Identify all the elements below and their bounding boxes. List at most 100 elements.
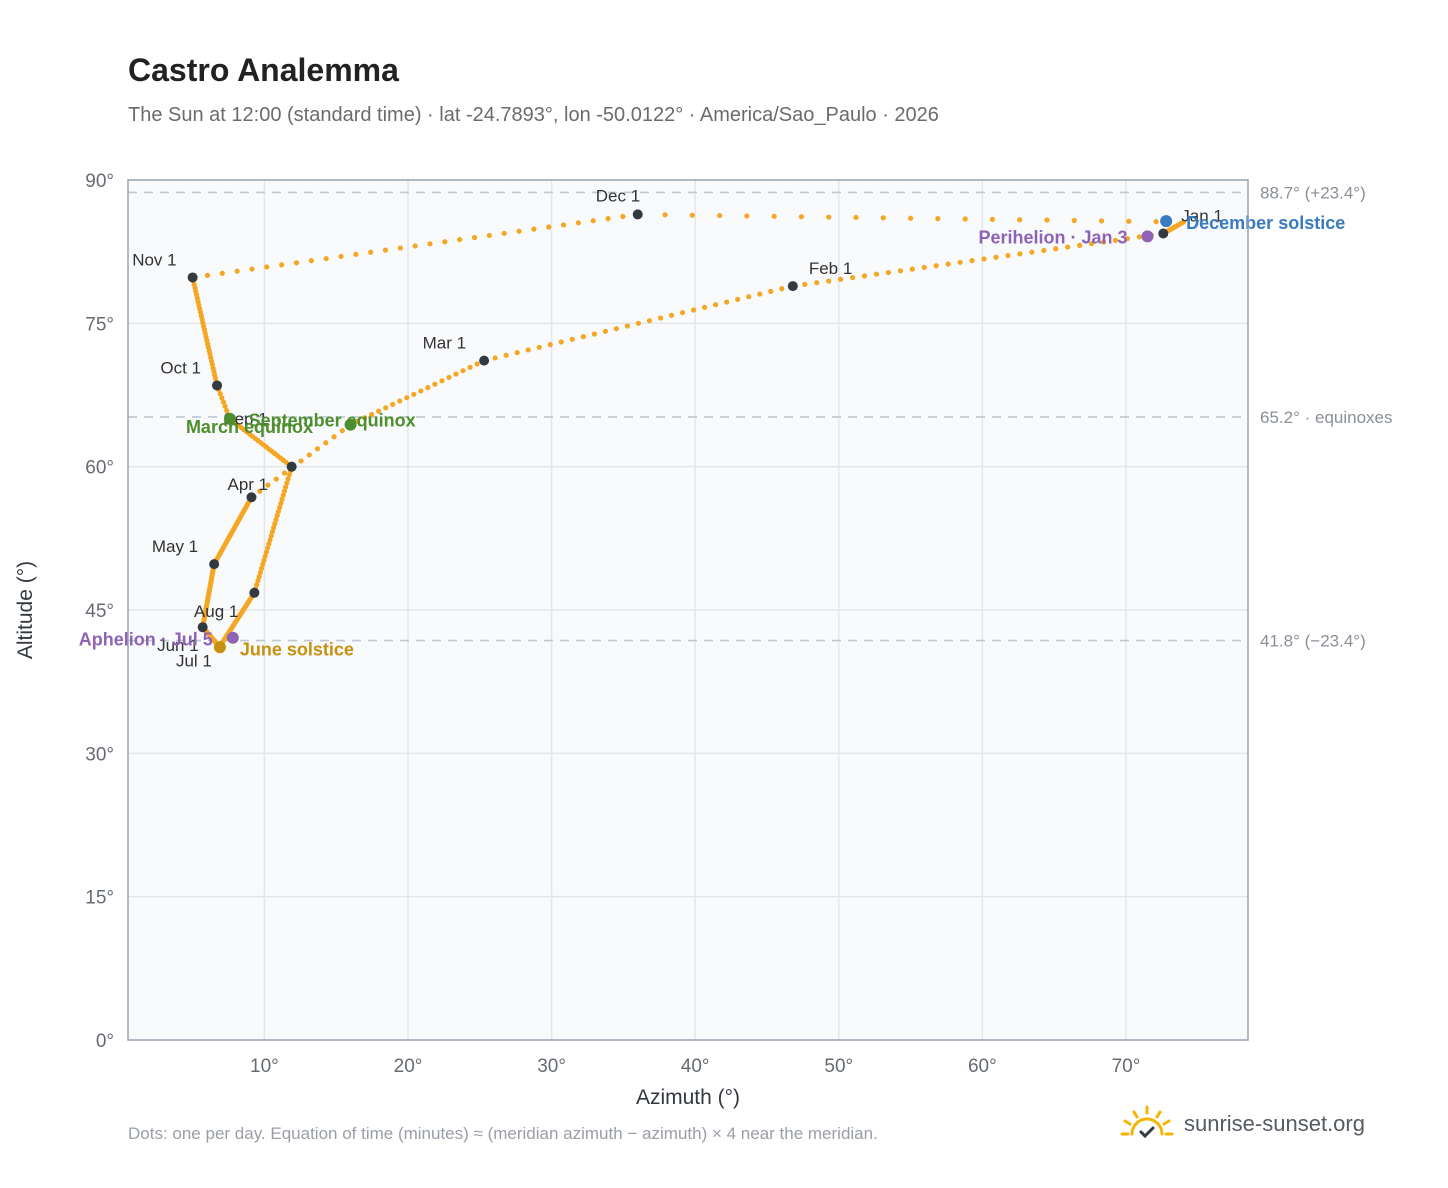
event-label: Aphelion · Jul 5	[79, 630, 213, 650]
daily-sun-dot	[1077, 242, 1083, 248]
month-marker-label: Aug 1	[194, 602, 238, 621]
daily-sun-dot	[1041, 247, 1047, 254]
reference-lines: 88.7° (+23.4°) 65.2° · equinoxes 41.8° (−2…	[128, 183, 1393, 651]
y-axis-ticks: 0° 15° 30° 45° 60° 75° 90°	[85, 171, 114, 1052]
daily-sun-dot	[516, 228, 522, 234]
daily-sun-dot	[814, 280, 820, 286]
month-marker-label: Mar 1	[423, 334, 466, 353]
daily-sun-dot	[909, 266, 915, 272]
event-label: June solstice	[240, 639, 354, 659]
daily-sun-dot	[279, 496, 285, 502]
x-tick-label: 40°	[681, 1056, 710, 1077]
daily-sun-dot	[471, 234, 478, 241]
daily-sun-dot	[234, 268, 240, 274]
daily-sun-dot	[224, 407, 230, 414]
daily-sun-dot	[826, 214, 832, 220]
daily-sun-dot	[849, 274, 856, 281]
daily-sun-dot	[265, 482, 271, 488]
daily-sun-dot	[274, 512, 280, 519]
daily-sun-dot	[298, 458, 304, 464]
daily-sun-dot	[306, 452, 312, 458]
daily-sun-dot	[314, 446, 321, 452]
daily-sun-dot	[260, 561, 266, 567]
month-marker-label: Feb 1	[809, 259, 852, 278]
daily-sun-dot	[662, 212, 668, 218]
daily-sun-dot	[268, 533, 274, 539]
chart-title: Castro Analemma	[128, 52, 399, 88]
month-marker	[246, 492, 257, 503]
daily-sun-dot	[204, 272, 211, 278]
daily-sun-dot	[1017, 217, 1023, 223]
grid-lines	[128, 179, 1248, 1041]
month-marker	[286, 461, 297, 472]
daily-sun-dot	[220, 399, 227, 405]
daily-sun-dot	[492, 355, 498, 361]
daily-sun-dot	[266, 541, 272, 547]
daily-sun-dot	[486, 232, 492, 239]
reference-line-label: 65.2° · equinoxes	[1260, 408, 1393, 427]
daily-sun-dot	[267, 537, 273, 543]
daily-sun-dot	[838, 276, 844, 282]
daily-sun-dot	[757, 291, 763, 297]
month-marker	[1158, 228, 1169, 239]
daily-sun-dot	[383, 405, 389, 411]
daily-sun-dot	[439, 378, 445, 384]
brand-logo[interactable]: sunrise-sunset.org	[1120, 1100, 1365, 1148]
daily-sun-dot	[531, 226, 537, 232]
daily-sun-dot	[945, 261, 951, 267]
daily-sun-dot	[798, 214, 805, 220]
daily-sun-dot	[591, 331, 597, 337]
daily-sun-dot	[219, 395, 225, 401]
month-marker	[479, 355, 490, 366]
x-tick-label: 20°	[394, 1056, 423, 1077]
month-marker-label: Jan 1	[1181, 207, 1223, 226]
daily-sun-dot	[269, 529, 276, 535]
daily-sun-dot	[254, 582, 260, 588]
daily-sun-dot	[861, 273, 868, 279]
daily-sun-dot	[286, 472, 292, 478]
event-label: March equinox	[186, 417, 313, 437]
daily-sun-dot	[293, 260, 300, 266]
daily-sun-dot	[546, 224, 552, 230]
daily-sun-dot	[427, 241, 433, 247]
brand-name: sunrise-sunset.org	[1184, 1111, 1365, 1136]
daily-sun-dot	[935, 216, 941, 222]
y-tick-label: 45°	[85, 601, 114, 622]
daily-sun-dot	[442, 239, 448, 245]
daily-sun-dot	[802, 281, 808, 287]
daily-sun-dot	[368, 249, 374, 255]
daily-sun-dot	[1124, 235, 1131, 242]
daily-sun-dot	[981, 256, 987, 262]
daily-sun-dot	[1044, 217, 1050, 223]
daily-sun-dot	[873, 271, 880, 277]
month-marker	[187, 272, 198, 283]
daily-sun-dot	[283, 484, 289, 490]
daily-sun-dot	[412, 243, 418, 249]
month-marker	[249, 587, 260, 598]
daily-sun-dot	[713, 302, 719, 308]
daily-sun-dot	[771, 213, 777, 219]
daily-sun-dot	[418, 388, 424, 394]
daily-sun-dot	[1100, 239, 1107, 245]
daily-sun-dot	[263, 549, 270, 555]
daily-sun-dot	[746, 294, 752, 300]
daily-sun-dot	[467, 364, 473, 370]
daily-sun-dot	[432, 381, 438, 387]
daily-sun-dot	[281, 488, 288, 494]
daily-sun-dot	[702, 304, 708, 310]
daily-sun-dot	[1112, 237, 1119, 243]
daily-sun-dot	[1005, 252, 1011, 259]
daily-sun-dot	[249, 266, 255, 272]
daily-sun-dot	[635, 320, 642, 326]
daily-sun-dot	[273, 476, 279, 482]
event-marker	[213, 641, 226, 654]
daily-sun-dot	[265, 545, 271, 551]
daily-sun-dot	[602, 328, 608, 334]
daily-sun-dot	[605, 216, 611, 222]
daily-sun-dot	[460, 368, 466, 374]
x-tick-label: 70°	[1112, 1056, 1141, 1077]
daily-sun-dot	[258, 565, 265, 571]
daily-sun-dot	[957, 259, 963, 265]
daily-sun-dot	[1088, 241, 1095, 247]
